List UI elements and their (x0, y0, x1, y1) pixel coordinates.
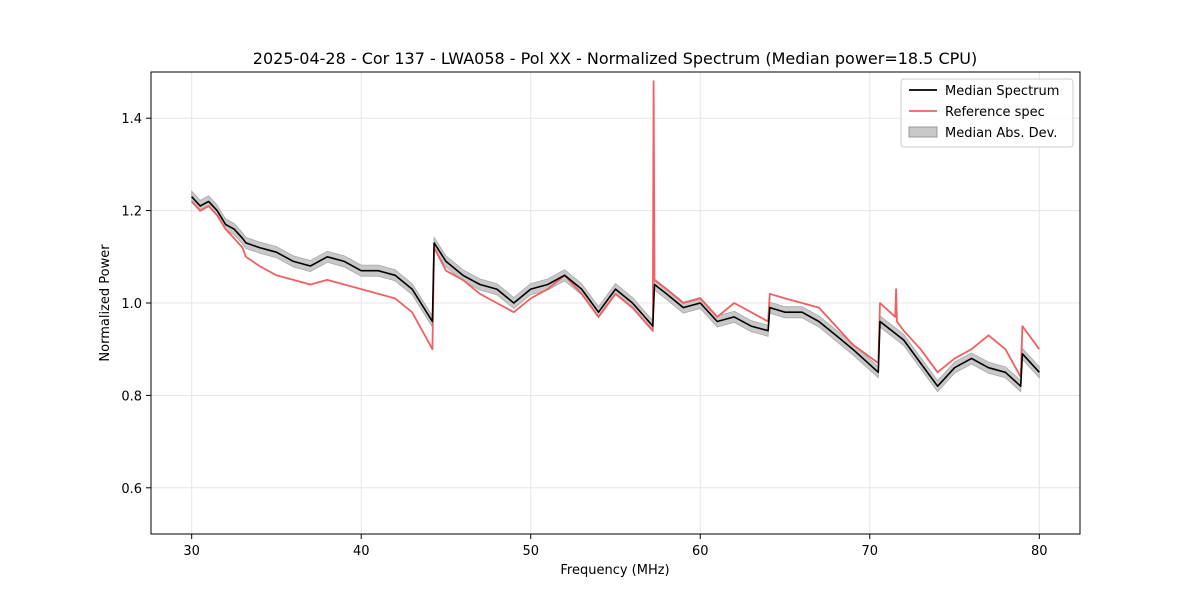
legend-median-label: Median Spectrum (945, 84, 1059, 99)
x-tick-label: 80 (1031, 544, 1048, 559)
x-tick-label: 30 (183, 544, 200, 559)
x-tick-label: 50 (522, 544, 539, 559)
y-tick-label: 0.8 (121, 389, 142, 404)
x-tick-label: 60 (692, 544, 709, 559)
reference-spectrum-line (191, 80, 1041, 378)
x-axis-label: Frequency (MHz) (560, 563, 669, 578)
median-spectrum-line (191, 196, 1040, 388)
legend-mad-swatch (908, 126, 938, 138)
y-axis: 0.6 0.8 1.0 1.2 1.4 (121, 112, 151, 497)
legend-box (900, 78, 1074, 148)
chart-title: 2025-04-28 - Cor 137 - LWA058 - Pol XX -… (253, 49, 977, 68)
x-axis: 30 40 50 60 70 80 (183, 534, 1048, 559)
series-lines (191, 80, 1041, 388)
y-tick-label: 1.4 (121, 112, 142, 127)
y-tick-label: 0.6 (121, 482, 142, 497)
x-tick-label: 70 (862, 544, 879, 559)
legend-mad-label: Median Abs. Dev. (945, 126, 1057, 141)
x-tick-label: 40 (353, 544, 370, 559)
legend-reference-label: Reference spec (945, 105, 1045, 120)
y-tick-label: 1.2 (121, 205, 142, 220)
legend: Median Spectrum Reference spec Median Ab… (900, 78, 1074, 148)
y-tick-label: 1.0 (121, 297, 142, 312)
y-axis-label: Normalized Power (98, 244, 113, 362)
